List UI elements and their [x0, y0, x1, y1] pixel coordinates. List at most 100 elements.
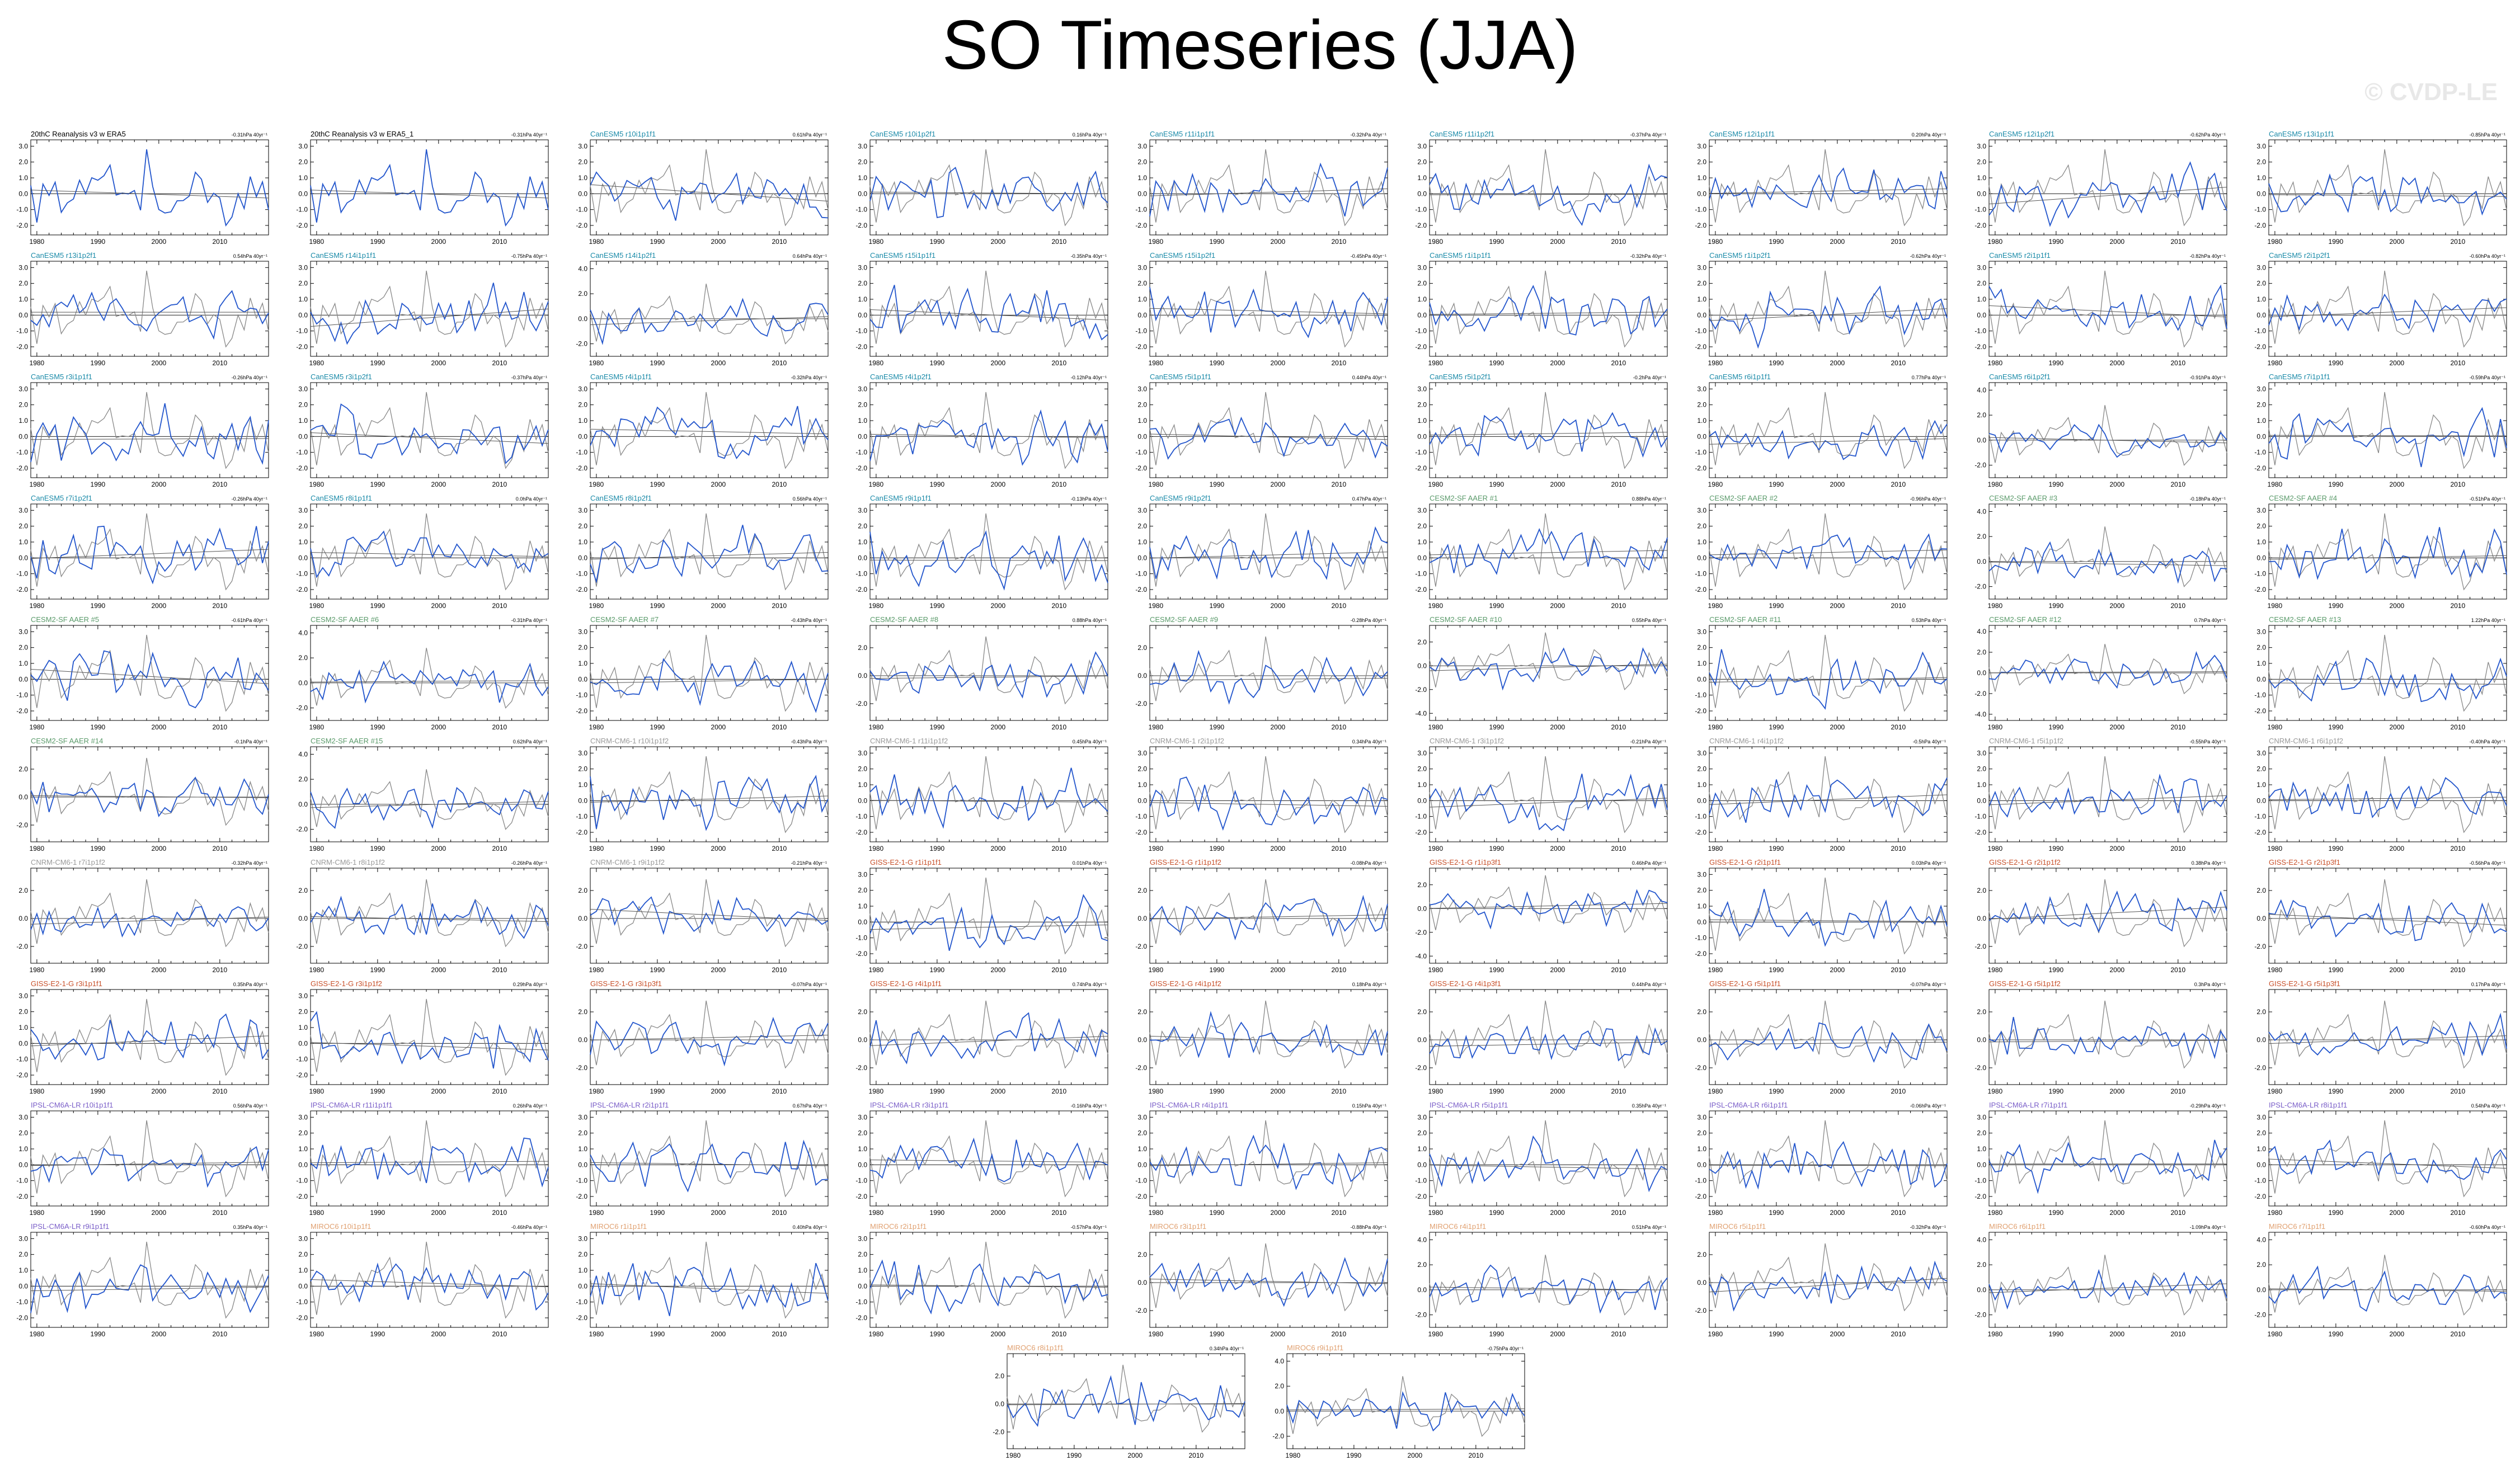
panel-54: CNRM-CM6-1 r7i1p1f2 -0.32hPa 40yr⁻¹ 1980 19… [16, 858, 269, 974]
y-tick-label: 0.0 [298, 800, 308, 808]
panel-title: CESM2-SF AAER #10 [1430, 615, 1502, 624]
plot-frame [1149, 261, 1388, 357]
panel-trend-label: 0.16hPa 40yr⁻¹ [1073, 132, 1107, 138]
y-tick-label: 1.0 [858, 417, 867, 425]
y-tick-label: 3.0 [1137, 506, 1147, 514]
y-tick-label: -2.0 [576, 1064, 587, 1072]
model-series-line [1429, 889, 1668, 930]
x-tick-label: 1990 [930, 966, 945, 974]
x-tick-label: 2000 [1830, 602, 1845, 610]
model-series-line [869, 167, 1108, 218]
y-tick-label: 2.0 [1977, 411, 1986, 419]
y-tick-label: -1.0 [855, 327, 867, 335]
trend-line [1988, 795, 2227, 805]
x-tick-label: 1990 [2049, 845, 2064, 852]
x-tick-label: 1990 [2049, 1087, 2064, 1095]
obs-series-line [30, 513, 269, 591]
plot-frame [310, 868, 549, 964]
x-tick-label: 1980 [589, 359, 604, 367]
x-tick-label: 2010 [1891, 845, 1906, 852]
obs-series-line [1429, 875, 1668, 934]
trend-line [310, 1161, 549, 1163]
x-tick-label: 2000 [2389, 966, 2404, 974]
y-tick-label: 1.0 [1977, 781, 1986, 789]
panel-18: CanESM5 r3i1p1f1 -0.26hPa 40yr⁻¹ 1980 1990 2… [16, 373, 269, 488]
panel-trend-label: -0.51hPa 40yr⁻¹ [2470, 496, 2505, 502]
x-tick-label: 2010 [1051, 359, 1066, 367]
y-tick-label: -1.0 [1415, 813, 1427, 821]
trend-line [590, 428, 829, 435]
x-tick-label: 2010 [212, 845, 227, 852]
y-tick-label: 0.0 [1137, 672, 1147, 680]
y-tick-label: -2.0 [1415, 222, 1427, 229]
plot-frame [1709, 625, 1948, 721]
model-series-line [1429, 1025, 1668, 1062]
x-tick-label: 1990 [1769, 480, 1784, 488]
panel-32: CESM2-SF AAER #1 0.88hPa 40yr⁻¹ 1980 1990 20… [1415, 494, 1668, 610]
y-tick-label: -2.0 [1695, 707, 1706, 715]
y-tick-label: -2.0 [1135, 828, 1147, 836]
x-tick-label: 1980 [589, 238, 604, 246]
x-tick-label: 2000 [711, 480, 726, 488]
y-tick-label: -2.0 [1974, 461, 1986, 469]
y-tick-label: -1.0 [16, 1177, 28, 1185]
y-tick-label: 3.0 [1697, 385, 1706, 393]
panel-25: CanESM5 r6i1p2f1 -0.91hPa 40yr⁻¹ 1980 1990 2… [1974, 373, 2227, 488]
y-tick-label: 1.0 [1697, 295, 1706, 303]
y-tick-label: -2.0 [2254, 222, 2266, 229]
y-tick-label: -2.0 [1974, 690, 1986, 698]
y-tick-label: -1.0 [576, 691, 587, 699]
obs-series-line [1429, 392, 1668, 469]
obs-series-line [310, 392, 549, 469]
y-tick-label: 2.0 [1137, 158, 1147, 166]
y-tick-label: -2.0 [16, 1193, 28, 1200]
y-tick-label: -2.0 [855, 950, 867, 958]
y-tick-label: 2.0 [1417, 280, 1427, 288]
panel-trend-label: 0.64hPa 40yr⁻¹ [793, 253, 827, 259]
x-tick-label: 1990 [1769, 1087, 1784, 1095]
model-series-line [310, 786, 549, 829]
model-series-line [2268, 777, 2507, 818]
panel-trend-label: -0.91hPa 40yr⁻¹ [2190, 375, 2226, 380]
x-tick-label: 2000 [151, 966, 166, 974]
panel-title: CESM2-SF AAER #8 [870, 615, 938, 624]
y-tick-label: -2.0 [1695, 828, 1706, 836]
y-tick-label: 2.0 [1137, 280, 1147, 288]
x-tick-label: 1980 [589, 1087, 604, 1095]
y-tick-label: 2.0 [1977, 280, 1986, 288]
plot-frame [590, 746, 829, 842]
model-series-line [590, 1016, 829, 1067]
plot-frame [2268, 503, 2507, 600]
panel-58: GISS-E2-1-G r1i1p1f2 -0.08hPa 40yr⁻¹ 1980 1… [1135, 858, 1388, 974]
y-tick-label: -1.0 [16, 1056, 28, 1063]
y-tick-label: 0.0 [298, 554, 308, 562]
plot-frame [590, 1110, 829, 1207]
x-tick-label: 1980 [1428, 238, 1444, 246]
x-tick-label: 1980 [869, 845, 884, 852]
y-tick-label: 2.0 [1697, 401, 1706, 409]
y-tick-label: 0.0 [578, 675, 587, 683]
x-tick-label: 1990 [370, 602, 385, 610]
obs-series-line [1429, 1000, 1668, 1069]
y-tick-label: 3.0 [1697, 870, 1706, 878]
x-tick-label: 1990 [370, 845, 385, 852]
y-tick-label: -2.0 [2254, 586, 2266, 593]
y-tick-label: 2.0 [298, 158, 308, 166]
x-tick-label: 2000 [431, 845, 446, 852]
plot-frame [1149, 625, 1388, 721]
y-tick-label: 1.0 [1697, 417, 1706, 425]
plot-frame [1149, 503, 1388, 600]
x-tick-label: 1990 [2329, 723, 2344, 731]
x-tick-label: 1980 [309, 602, 325, 610]
y-tick-label: 1.0 [298, 174, 308, 182]
y-tick-label: -2.0 [2254, 464, 2266, 472]
watermark: © CVDP-LE [2364, 78, 2498, 106]
panel-trend-label: -0.56hPa 40yr⁻¹ [2470, 860, 2505, 866]
panel-38: CESM2-SF AAER #7 -0.43hPa 40yr⁻¹ 1980 1990 2… [576, 615, 829, 731]
obs-series-line [310, 1120, 549, 1198]
model-series-line [30, 290, 269, 340]
y-tick-label: -2.0 [855, 222, 867, 229]
plot-frame [310, 625, 549, 721]
panel-title: GISS-E2-1-G r3i1p1f2 [311, 979, 382, 988]
y-tick-label: 0.0 [1977, 190, 1986, 197]
